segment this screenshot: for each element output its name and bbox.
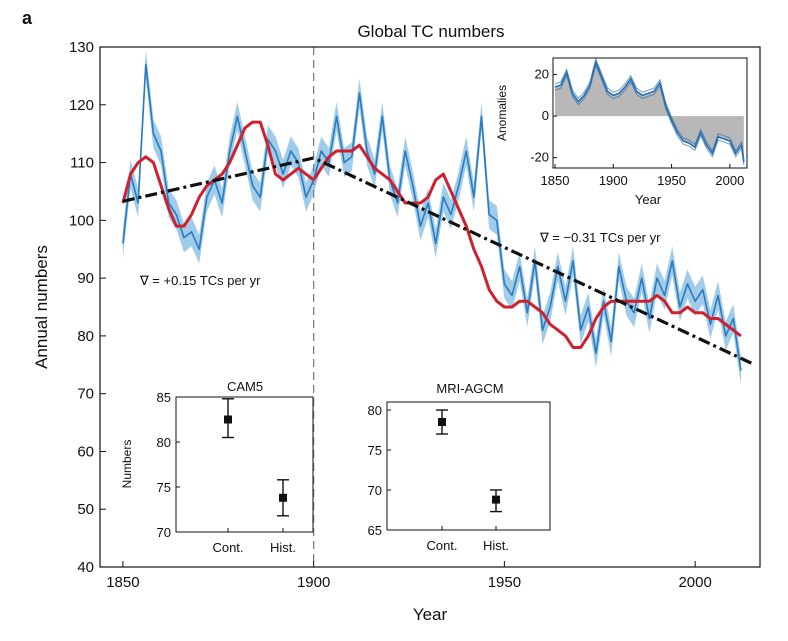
anomalies-line	[554, 63, 745, 165]
trend-annotation-left: ∇ = +0.15 TCs per yr	[139, 273, 261, 288]
cam5-inset-frame	[175, 396, 314, 533]
y-tick-label: 110	[70, 155, 94, 172]
smoothed-series-line	[121, 120, 742, 349]
mri-inset: 65 70 75 80 Cont. Hist. MRI-AGCM	[368, 381, 551, 553]
anomalies-x-tick-label: 2000	[715, 173, 744, 188]
anomalies-y-tick-label: 20	[535, 67, 549, 82]
mri-inset-background	[387, 402, 550, 530]
anomalies-inset: 1850 1900 1950 2000 -20 0 20 Year Anomalies	[495, 57, 748, 207]
anomalies-y-tick-label: -20	[530, 150, 549, 165]
mri-inset-frame	[386, 401, 551, 531]
main-chart: Global TC numbers 1850 1900 1950 2000 40 50 60…	[32, 22, 761, 624]
y-tick-label: 80	[77, 328, 94, 345]
main-chart-title: Global TC numbers	[357, 22, 504, 41]
y-tick-label: 40	[77, 559, 94, 576]
anomalies-x-tick-label: 1900	[599, 173, 628, 188]
mri-y-tick-label: 75	[368, 443, 382, 458]
anomalies-line	[554, 59, 745, 162]
panel-label: a	[22, 8, 33, 28]
mri-y-tick-label: 80	[368, 403, 382, 418]
observed-series-line	[122, 63, 742, 371]
y-tick-label: 90	[77, 270, 94, 287]
x-tick-label: 2000	[678, 574, 711, 591]
observed-uncertainty-band	[122, 49, 741, 386]
x-tick-label: 1850	[106, 574, 139, 591]
y-tick-label: 50	[77, 501, 94, 518]
anomalies-x-axis-label: Year	[635, 192, 662, 207]
cam5-x-tick-label: Hist.	[270, 540, 296, 555]
y-tick-label: 120	[69, 97, 94, 114]
cam5-y-tick-label: 80	[157, 435, 171, 450]
anomalies-x-tick-label: 1850	[541, 173, 570, 188]
cam5-y-axis-label: Numbers	[120, 440, 134, 489]
y-tick-label: 100	[69, 212, 94, 229]
y-tick-label: 70	[77, 386, 94, 403]
mri-point	[438, 418, 446, 426]
mri-x-tick-label: Cont.	[426, 538, 457, 553]
mri-point	[492, 495, 500, 504]
trend-annotation-right: ∇ = −0.31 TCs per yr	[539, 230, 661, 245]
cam5-x-tick-label: Cont.	[212, 540, 243, 555]
cam5-inset: 70 75 80 85 Cont. Hist. CAM5 Numbers	[120, 379, 314, 555]
cam5-point	[224, 415, 232, 424]
cam5-inset-background	[176, 397, 313, 532]
y-tick-label: 60	[77, 443, 94, 460]
anomalies-line	[554, 57, 745, 159]
cam5-y-tick-label: 75	[157, 480, 171, 495]
cam5-point	[279, 493, 287, 502]
anomalies-inset-frame	[552, 57, 748, 169]
mri-title: MRI-AGCM	[436, 381, 503, 396]
mri-y-tick-label: 65	[368, 523, 382, 538]
x-tick-label: 1900	[297, 574, 330, 591]
mri-y-tick-label: 70	[368, 483, 382, 498]
cam5-title: CAM5	[227, 379, 263, 394]
anomalies-x-tick-label: 1950	[657, 173, 686, 188]
mri-x-tick-label: Hist.	[483, 538, 509, 553]
anomalies-y-axis-label: Anomalies	[495, 85, 509, 141]
anomalies-fill	[555, 62, 744, 162]
x-tick-label: 1950	[488, 574, 521, 591]
main-y-axis-label: Annual numbers	[32, 245, 51, 369]
cam5-y-tick-label: 85	[157, 390, 171, 405]
main-plot-frame	[99, 46, 761, 568]
cam5-y-tick-label: 70	[157, 525, 171, 540]
y-tick-label: 130	[69, 39, 94, 56]
anomalies-y-tick-label: 0	[542, 108, 549, 123]
main-x-axis-label: Year	[413, 605, 448, 624]
